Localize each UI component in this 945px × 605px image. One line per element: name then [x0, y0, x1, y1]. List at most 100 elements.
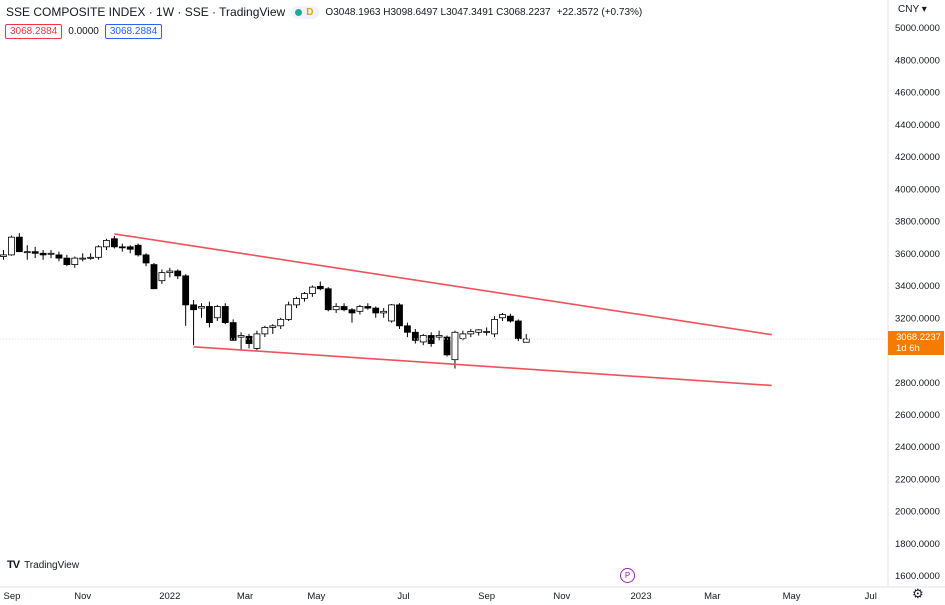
candle-body — [396, 304, 403, 327]
market-open-dot-icon — [295, 8, 303, 16]
candle-body — [206, 306, 213, 324]
candle — [237, 332, 245, 351]
candle — [411, 329, 419, 344]
x-tick-label: Nov — [553, 591, 570, 602]
candle-body — [118, 246, 126, 249]
market-status-badge[interactable]: D — [291, 5, 320, 19]
upper-trendline[interactable] — [114, 233, 772, 336]
candle-body — [63, 257, 71, 265]
candle-body — [491, 318, 498, 335]
candle-body — [103, 239, 110, 248]
candle — [118, 243, 126, 252]
candle — [110, 235, 118, 249]
candle — [308, 285, 316, 297]
candle-body — [356, 306, 364, 312]
candle — [388, 304, 395, 323]
candle — [404, 322, 411, 338]
chart-header: SSE COMPOSITE INDEX · 1W · SSE · Trading… — [6, 5, 642, 19]
candle — [245, 333, 253, 349]
candle-body — [483, 331, 491, 333]
candle — [0, 250, 7, 260]
indicator-value-red: 3068.2884 — [5, 24, 63, 39]
candle — [63, 254, 71, 267]
candle — [134, 243, 142, 257]
x-tick-label: May — [307, 591, 325, 602]
candle — [71, 256, 79, 268]
y-tick-label: 2400.0000 — [895, 442, 940, 453]
candle-body — [31, 251, 39, 254]
candle — [213, 304, 221, 321]
candle — [340, 303, 348, 312]
y-tick-label: 2000.0000 — [895, 507, 940, 518]
lower-trendline[interactable] — [193, 345, 772, 387]
currency-selector[interactable]: CNY ▾ — [898, 4, 927, 15]
y-tick-label: 4400.0000 — [895, 120, 940, 131]
candle-body — [142, 254, 150, 264]
y-tick-label: 2600.0000 — [895, 410, 940, 421]
y-tick-label: 2800.0000 — [895, 378, 940, 389]
candle — [348, 308, 356, 323]
candle — [95, 245, 102, 260]
candle-body — [158, 272, 166, 282]
indicator-row: 3068.2884 0.0000 3068.2884 — [5, 24, 163, 39]
candle — [166, 267, 174, 278]
candle-body — [522, 338, 530, 343]
x-tick-label: Sep — [4, 591, 21, 602]
candle-body — [213, 306, 221, 319]
x-tick-label: Mar — [237, 591, 253, 602]
candle-body — [451, 331, 459, 361]
candle-body — [221, 306, 229, 324]
candle — [221, 303, 229, 325]
candle — [190, 300, 197, 346]
trendline-group[interactable] — [114, 233, 772, 387]
candle — [522, 334, 530, 343]
candle — [31, 246, 39, 259]
x-tick-label: Nov — [74, 591, 91, 602]
x-tick-label: Jul — [397, 591, 409, 602]
candle-body — [8, 236, 15, 256]
symbol-title[interactable]: SSE COMPOSITE INDEX · 1W · SSE · Trading… — [6, 5, 286, 19]
candle-body — [301, 293, 308, 299]
candle-body — [182, 275, 190, 306]
candle — [206, 301, 213, 328]
candle-body — [332, 306, 340, 311]
candle-body — [87, 256, 95, 259]
timeline-event-icon[interactable]: P — [620, 568, 635, 583]
y-tick-label: 1800.0000 — [895, 539, 940, 550]
candle — [419, 333, 427, 346]
candle-body — [388, 304, 395, 322]
ohlc-values: O3048.1963 H3098.6497 L3047.3491 C3068.2… — [325, 6, 551, 18]
candle-body — [55, 254, 63, 259]
settings-gear-icon[interactable]: ⚙ — [912, 586, 924, 601]
candle-body — [245, 335, 253, 344]
price-axis[interactable]: 5000.0000 4800.0000 4600.0000 4400.0000 4200… — [895, 23, 940, 582]
candle — [229, 319, 237, 341]
last-price-value: 3068.2237 — [896, 332, 941, 343]
candle — [316, 281, 324, 291]
candle-body — [514, 320, 522, 340]
candle-body — [475, 329, 483, 333]
candle-body — [459, 333, 467, 340]
candle-body — [0, 254, 7, 257]
candle — [261, 325, 269, 338]
y-tick-label: 3800.0000 — [895, 217, 940, 228]
candle — [277, 317, 285, 330]
candle-body — [435, 335, 443, 338]
candle-body — [364, 306, 372, 309]
candle-body — [237, 335, 245, 338]
candle — [483, 327, 491, 336]
candle-body — [443, 336, 451, 356]
candle-body — [316, 285, 324, 290]
candle-body — [340, 306, 348, 311]
tradingview-logo[interactable]: TV TradingView — [7, 559, 79, 571]
candle — [126, 245, 134, 254]
y-tick-label: 4200.0000 — [895, 152, 940, 163]
candle — [435, 330, 443, 341]
candle-body — [166, 270, 174, 274]
candle-body — [372, 307, 380, 314]
time-axis[interactable]: Sep Nov 2022 Mar May Jul Sep Nov 2023 Mar May Jul — [4, 591, 877, 602]
candle — [332, 303, 340, 313]
candle-body — [411, 331, 419, 341]
candle — [380, 308, 388, 318]
